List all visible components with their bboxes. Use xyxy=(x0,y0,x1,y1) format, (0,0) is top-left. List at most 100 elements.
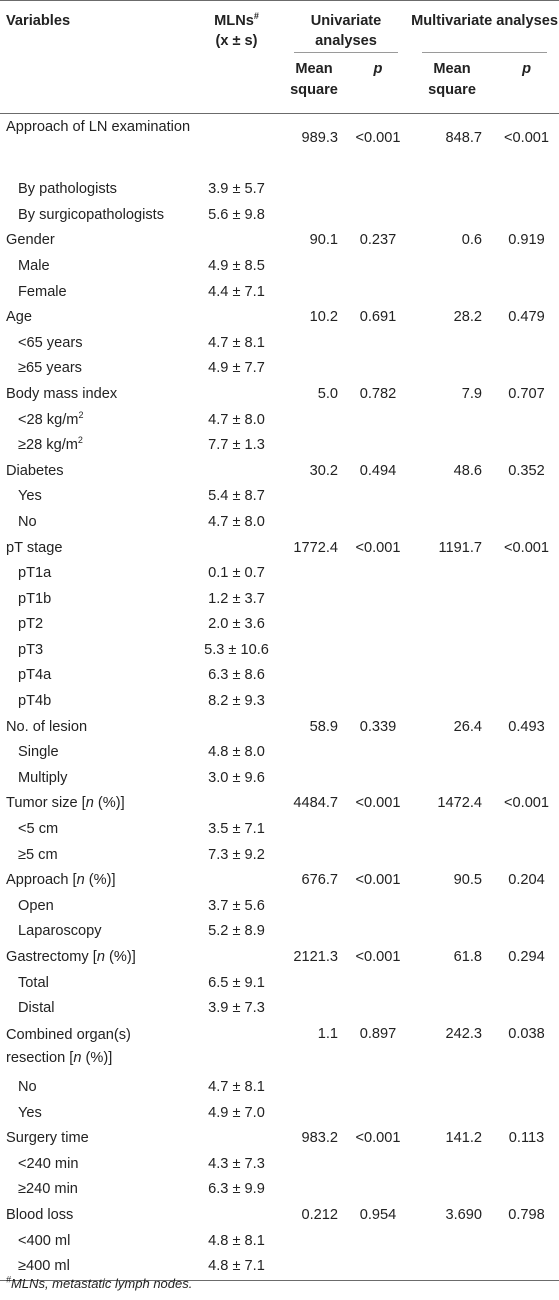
multivariate-mean-square xyxy=(410,1254,494,1280)
mln-value: 2.0 ± 3.6 xyxy=(208,616,265,633)
multivariate-p: 0.294 xyxy=(508,949,545,965)
univariate-mean-square: 2121.3 xyxy=(293,949,338,965)
mln-value: 6.3 ± 8.6 xyxy=(208,667,265,684)
mln-value: 5.2 ± 8.9 xyxy=(208,923,265,940)
univariate-p xyxy=(346,356,410,382)
header-mlns: MLNs# (x ± s) xyxy=(214,11,259,49)
multivariate-p xyxy=(494,689,559,715)
multivariate-p xyxy=(494,663,559,689)
multivariate-p: 0.352 xyxy=(508,462,545,479)
table-row: ≥240 min 6.3 ± 9.9 xyxy=(0,1177,559,1203)
variable-label: Gender xyxy=(6,232,55,249)
multivariate-p: 0.798 xyxy=(508,1206,545,1223)
subgroup-label: No xyxy=(18,513,37,530)
multivariate-mean-square xyxy=(410,817,494,843)
header-uni-mean-square: Mean square xyxy=(290,61,338,98)
multivariate-p xyxy=(494,177,559,203)
univariate-mean-square xyxy=(282,177,346,203)
variable-label: Combined organ(s) resection [n (%)] xyxy=(6,1026,131,1066)
subgroup-label: <400 ml xyxy=(18,1232,71,1249)
univariate-p xyxy=(346,1075,410,1101)
univariate-p xyxy=(346,996,410,1022)
multivariate-mean-square xyxy=(410,1101,494,1127)
univariate-mean-square xyxy=(282,356,346,382)
subgroup-label: Yes xyxy=(18,488,42,505)
multivariate-mean-square xyxy=(410,894,494,920)
table-row: Yes 4.9 ± 7.0 xyxy=(0,1101,559,1127)
multivariate-p: <0.001 xyxy=(504,539,550,556)
univariate-p xyxy=(346,689,410,715)
multivariate-p: 0.707 xyxy=(508,385,545,402)
univariate-mean-square: 983.2 xyxy=(301,1130,338,1147)
mln-value xyxy=(191,536,282,562)
mln-value: 3.7 ± 5.6 xyxy=(208,897,265,914)
table-bottom-rule xyxy=(0,1279,559,1289)
univariate-p: <0.001 xyxy=(355,795,401,812)
multivariate-mean-square xyxy=(410,433,494,459)
multivariate-mean-square xyxy=(410,919,494,945)
multivariate-mean-square xyxy=(410,587,494,613)
footnote-marker: # xyxy=(6,1274,12,1285)
multivariate-mean-square: 28.2 xyxy=(453,309,483,326)
mln-value: 4.7 ± 8.0 xyxy=(208,513,265,530)
mln-value: 7.7 ± 1.3 xyxy=(208,437,265,454)
variable-label: Surgery time xyxy=(6,1130,89,1147)
univariate-mean-square: 676.7 xyxy=(301,872,338,889)
univariate-p: <0.001 xyxy=(355,949,401,965)
multivariate-p xyxy=(494,561,559,587)
variable-label: Diabetes xyxy=(6,462,64,479)
univariate-mean-square: 0.212 xyxy=(301,1206,338,1223)
category-row: Approach of LN examination 989.3 <0.001 848… xyxy=(0,114,559,178)
mln-value: 5.3 ± 10.6 xyxy=(204,641,269,658)
multivariate-mean-square xyxy=(410,843,494,869)
multivariate-p: 0.038 xyxy=(508,1025,545,1042)
multivariate-p xyxy=(494,356,559,382)
subgroup-label: ≥28 kg/m2 xyxy=(18,435,83,454)
univariate-p xyxy=(346,919,410,945)
table-row: Total 6.5 ± 9.1 xyxy=(0,971,559,997)
subgroup-label: pT2 xyxy=(18,616,44,633)
multivariate-p xyxy=(494,587,559,613)
multivariate-mean-square: 7.9 xyxy=(461,385,483,402)
category-row: Blood loss 0.212 0.954 3.690 0.798 xyxy=(0,1203,559,1229)
table-row: <240 min 4.3 ± 7.3 xyxy=(0,1152,559,1178)
category-row: Combined organ(s) resection [n (%)] 1.1 0.… xyxy=(0,1022,559,1075)
subgroup-label: ≥400 ml xyxy=(18,1258,70,1275)
table-row: pT4a 6.3 ± 8.6 xyxy=(0,663,559,689)
table-row: Distal 3.9 ± 7.3 xyxy=(0,996,559,1022)
univariate-mean-square xyxy=(282,612,346,638)
univariate-mean-square: 4484.7 xyxy=(293,795,338,812)
univariate-p xyxy=(346,971,410,997)
univariate-mean-square xyxy=(282,1177,346,1203)
subgroup-label: Open xyxy=(18,897,54,914)
subgroup-label: Multiply xyxy=(18,769,68,786)
univariate-mean-square: 90.1 xyxy=(309,232,338,249)
univariate-mean-square: 989.3 xyxy=(301,130,338,146)
mln-value xyxy=(191,1203,282,1229)
table-row: pT3 5.3 ± 10.6 xyxy=(0,638,559,664)
subgroup-label: <240 min xyxy=(18,1155,79,1172)
multivariate-mean-square xyxy=(410,408,494,434)
univariate-mean-square xyxy=(282,561,346,587)
univariate-mean-square xyxy=(282,1075,346,1101)
univariate-p: <0.001 xyxy=(355,1130,401,1147)
mln-value: 8.2 ± 9.3 xyxy=(208,693,265,710)
mln-value: 6.3 ± 9.9 xyxy=(208,1181,265,1198)
mln-value: 7.3 ± 9.2 xyxy=(208,846,265,863)
category-row: Gender 90.1 0.237 0.6 0.919 xyxy=(0,228,559,254)
mln-value: 1.2 ± 3.7 xyxy=(208,590,265,607)
multivariate-mean-square: 1191.7 xyxy=(438,539,483,556)
table-row: Multiply 3.0 ± 9.6 xyxy=(0,766,559,792)
univariate-mean-square xyxy=(282,587,346,613)
table-row: Male 4.9 ± 8.5 xyxy=(0,254,559,280)
header-uni-p: p xyxy=(373,61,383,77)
table-row: <400 ml 4.8 ± 8.1 xyxy=(0,1229,559,1255)
table-row: Single 4.8 ± 8.0 xyxy=(0,740,559,766)
univariate-mean-square xyxy=(282,484,346,510)
univariate-p xyxy=(346,766,410,792)
footnote-text: MLNs, metastatic lymph nodes. xyxy=(11,1276,193,1291)
subgroup-label: No xyxy=(18,1078,37,1095)
multivariate-p: 0.113 xyxy=(508,1130,545,1147)
subgroup-label: pT1a xyxy=(18,565,52,582)
